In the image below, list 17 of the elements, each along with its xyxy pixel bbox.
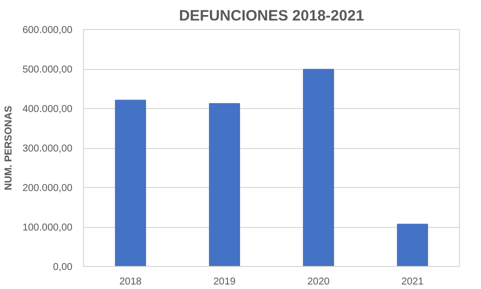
x-tick-label: 2021 xyxy=(401,276,424,288)
bar xyxy=(208,103,240,266)
bar xyxy=(302,68,334,266)
bar xyxy=(114,100,146,266)
y-tick-label: 200.000,00 xyxy=(22,183,73,194)
y-tick-label: 600.000,00 xyxy=(22,25,73,36)
chart-title: DEFUNCIONES 2018-2021 xyxy=(178,8,364,24)
y-tick-label: 100.000,00 xyxy=(22,222,73,234)
y-axis-title: NUM. PERSONAS xyxy=(3,105,14,190)
y-tick-label: 300.000,00 xyxy=(22,144,73,154)
x-tick-label: 2020 xyxy=(307,276,330,288)
bar xyxy=(396,224,428,266)
y-tick-label: 400.000,00 xyxy=(22,104,73,115)
x-tick-label: 2018 xyxy=(119,276,142,288)
y-tick-label: 0,00 xyxy=(53,262,73,273)
y-tick-label: 500.000,00 xyxy=(22,64,73,76)
x-tick-label: 2019 xyxy=(213,276,236,288)
